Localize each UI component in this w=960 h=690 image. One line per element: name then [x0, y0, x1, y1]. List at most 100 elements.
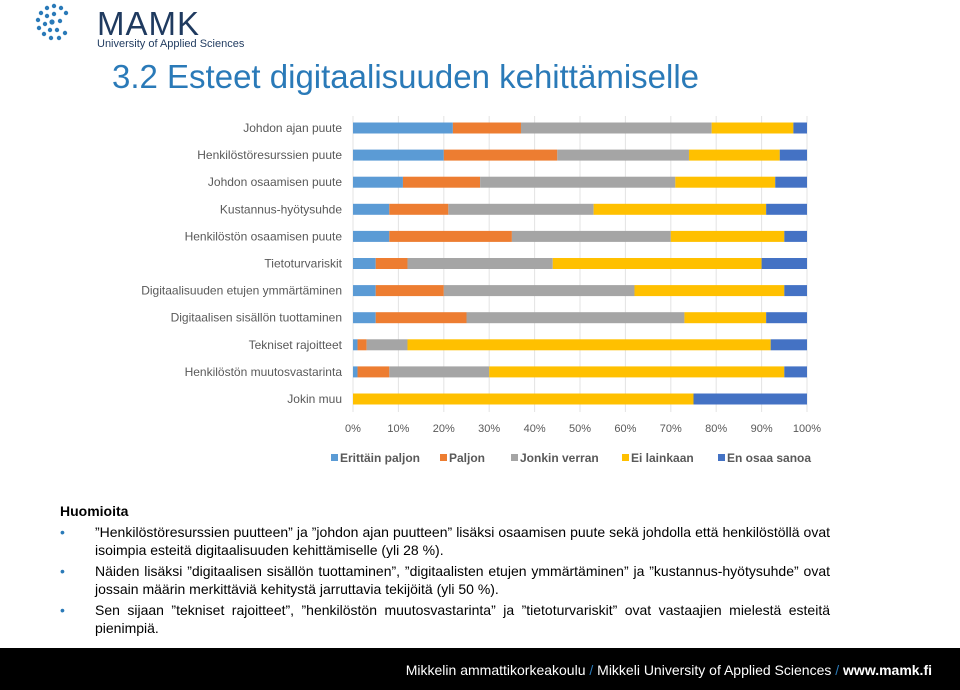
x-tick-label: 0%: [345, 423, 361, 435]
footer: Mikkelin ammattikorkeakoulu / Mikkeli Un…: [0, 648, 960, 690]
x-tick-label: 20%: [433, 423, 455, 435]
bar-segment: [766, 312, 807, 324]
bar-segment: [407, 339, 771, 351]
legend-swatch: [440, 454, 447, 461]
bar-segment: [557, 149, 689, 161]
x-tick-label: 40%: [524, 423, 546, 435]
notes-list: • ”Henkilöstöresurssien puutteen” ja ”joh…: [60, 523, 830, 637]
bar-segment: [480, 176, 676, 188]
page-title: 3.2 Esteet digitaalisuuden kehittämisell…: [112, 58, 700, 95]
bar-segment: [688, 149, 780, 161]
bar-segment: [511, 230, 671, 242]
bullet-icon: •: [60, 524, 65, 540]
category-label: Digitaalisen sisällön tuottaminen: [171, 311, 342, 325]
bar-segment: [375, 258, 408, 269]
category-label: Johdon ajan puute: [243, 121, 342, 135]
bar-segment: [353, 393, 694, 405]
category-label: Henkilöstön muutosvastarinta: [185, 365, 343, 379]
bar-segment: [353, 258, 376, 269]
bar-segment: [675, 176, 776, 188]
bar-segment: [684, 312, 767, 324]
bar-segment: [784, 285, 807, 297]
bar-segment: [593, 203, 767, 215]
x-tick-label: 90%: [751, 423, 773, 435]
footer-separator: /: [831, 662, 844, 678]
list-item: • ”Henkilöstöresurssien puutteen” ja ”joh…: [60, 523, 830, 559]
bar-segment: [389, 366, 490, 378]
bar-segment: [366, 339, 408, 351]
list-item: • Näiden lisäksi ”digitaalisen sisällön t…: [60, 562, 830, 598]
bar-segment: [402, 176, 481, 188]
bar-segment: [784, 230, 807, 242]
logo: MAMK University of Applied Sciences: [32, 2, 244, 52]
bar-segment: [407, 258, 553, 269]
x-tick-label: 70%: [660, 423, 682, 435]
category-label: Jokin muu: [287, 392, 342, 406]
footer-link[interactable]: www.mamk.fi: [843, 662, 932, 678]
bar-segment: [443, 285, 635, 297]
x-tick-label: 100%: [793, 423, 821, 435]
list-item: • Sen sijaan ”tekniset rajoitteet”, ”henk…: [60, 601, 830, 637]
bar-segment: [489, 366, 785, 378]
note-text: Sen sijaan ”tekniset rajoitteet”, ”henki…: [95, 602, 830, 636]
bar-segment: [793, 122, 807, 134]
footer-separator: /: [585, 662, 598, 678]
bar-segment: [353, 149, 444, 161]
bar-segment: [353, 176, 403, 188]
legend-label: Erittäin paljon: [340, 451, 420, 465]
note-text: Näiden lisäksi ”digitaalisen sisällön tu…: [95, 563, 830, 597]
legend-swatch: [331, 454, 338, 461]
legend-swatch: [718, 454, 725, 461]
bar-segment: [634, 285, 785, 297]
category-label: Henkilöstön osaamisen puute: [185, 229, 343, 243]
bar-segment: [775, 176, 807, 188]
legend-swatch: [622, 454, 629, 461]
bar-segment: [761, 258, 807, 269]
bar-segment: [466, 312, 685, 324]
footer-text: Mikkelin ammattikorkeakoulu / Mikkeli Un…: [406, 662, 932, 678]
bar-segment: [353, 230, 390, 242]
bar-segment: [353, 312, 376, 324]
legend-label: Ei lainkaan: [631, 451, 694, 465]
category-label: Digitaalisuuden etujen ymmärtäminen: [141, 284, 342, 298]
bar-segment: [357, 366, 390, 378]
category-label: Tietoturvariskit: [264, 257, 342, 271]
bar-segment: [448, 203, 594, 215]
notes-section: Huomioita • ”Henkilöstöresurssien puuttee…: [60, 502, 830, 640]
x-tick-label: 60%: [614, 423, 636, 435]
bar-segment: [353, 339, 358, 351]
bar-segment: [353, 122, 453, 134]
footer-school-fi: Mikkelin ammattikorkeakoulu: [405, 662, 586, 678]
category-label: Tekniset rajoitteet: [249, 338, 343, 352]
bar-segment: [784, 366, 807, 378]
bar-segment: [389, 203, 449, 215]
bar-segment: [375, 285, 444, 297]
bar-segment: [520, 122, 712, 134]
bar-segment: [779, 149, 807, 161]
legend-label: Paljon: [449, 451, 485, 465]
bar-segment: [770, 339, 807, 351]
bar-segment: [443, 149, 558, 161]
logo-dots-icon: [35, 3, 69, 41]
bar-segment: [452, 122, 521, 134]
legend-swatch: [511, 454, 518, 461]
bar-segment: [353, 203, 390, 215]
bar-segment: [375, 312, 467, 324]
bar-segment: [389, 230, 512, 242]
logo-text: MAMK: [97, 5, 200, 42]
note-text: ”Henkilöstöresurssien puutteen” ja ”johd…: [95, 524, 830, 558]
x-tick-label: 50%: [569, 423, 591, 435]
x-tick-label: 80%: [705, 423, 727, 435]
legend-label: En osaa sanoa: [727, 451, 811, 465]
bar-segment: [670, 230, 785, 242]
bar-segment: [353, 366, 358, 378]
legend-label: Jonkin verran: [520, 451, 599, 465]
footer-school-en: Mikkeli University of Applied Sciences: [597, 662, 832, 678]
bar-segment: [766, 203, 807, 215]
notes-heading: Huomioita: [60, 503, 129, 519]
bar-segment: [711, 122, 794, 134]
x-tick-label: 30%: [478, 423, 500, 435]
logo-subtitle: University of Applied Sciences: [97, 38, 245, 50]
bullet-icon: •: [60, 602, 65, 618]
bar-segment: [353, 285, 376, 297]
